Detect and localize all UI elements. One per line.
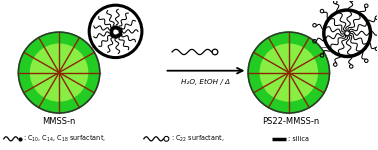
Text: : silica: : silica xyxy=(288,136,310,142)
Text: : C$_{10}$, C$_{14}$, C$_{18}$ surfactant,: : C$_{10}$, C$_{14}$, C$_{18}$ surfactan… xyxy=(23,134,106,144)
Circle shape xyxy=(324,10,370,56)
Text: MMSS-n: MMSS-n xyxy=(42,117,76,126)
Text: : C$_{22}$ surfactant,: : C$_{22}$ surfactant, xyxy=(171,134,225,144)
Circle shape xyxy=(30,44,88,102)
Circle shape xyxy=(248,32,330,113)
Circle shape xyxy=(260,44,318,102)
Text: H₂O, EtOH / Δ: H₂O, EtOH / Δ xyxy=(181,79,231,85)
Text: PS22-MMSS-n: PS22-MMSS-n xyxy=(262,117,319,126)
Circle shape xyxy=(89,5,142,58)
Circle shape xyxy=(19,32,100,113)
